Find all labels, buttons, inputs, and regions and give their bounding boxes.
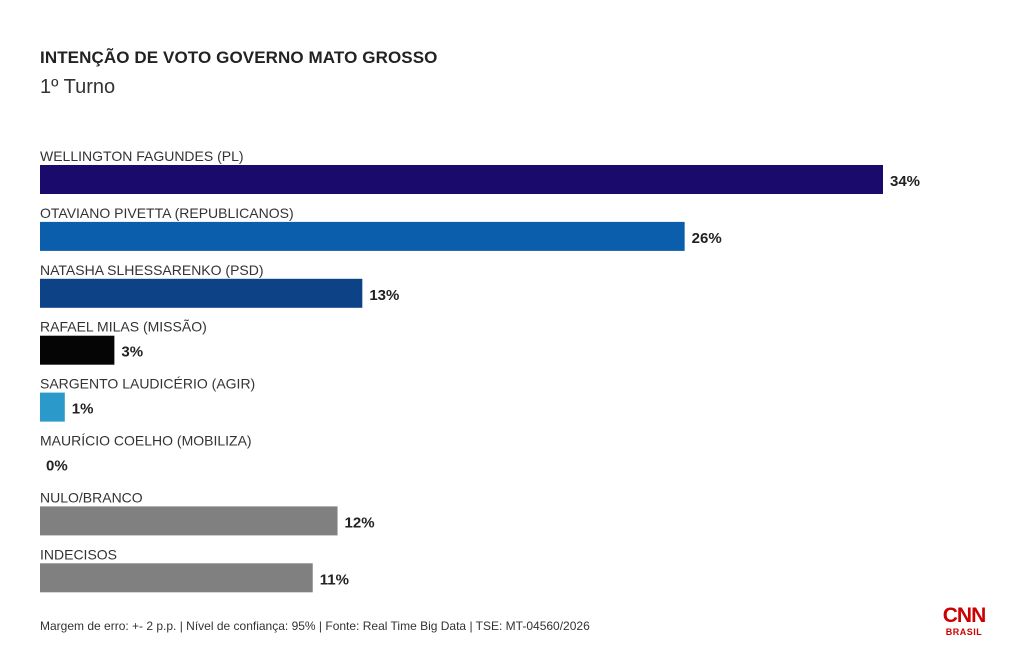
logo-main-text: CNN [942,604,987,627]
value-label: 0% [46,458,68,475]
cnn-brasil-logo: CNN BRASIL [940,605,988,641]
chart-subtitle: 1º Turno [40,76,116,98]
value-label: 13% [369,287,399,304]
bar-chart: WELLINGTON FAGUNDES (PL) 34% OTAVIANO PIVE… [40,148,920,593]
category-label: RAFAEL MILAS (MISSÃO) [40,319,207,335]
bar [40,563,313,593]
bar [40,335,115,365]
category-label: INDECISOS [40,546,117,562]
category-label: NULO/BRANCO [40,489,143,505]
category-label: OTAVIANO PIVETTA (REPUBLICANOS) [40,205,294,221]
bar [40,278,363,308]
footer-note: Margem de erro: +- 2 p.p. | Nível de con… [40,619,590,633]
category-label: SARGENTO LAUDICÉRIO (AGIR) [40,376,255,392]
value-label: 34% [890,173,920,190]
value-label: 12% [345,514,375,531]
bar [40,506,338,536]
logo-sub-text: BRASIL [945,627,983,637]
category-label: NATASHA SLHESSARENKO (PSD) [40,262,264,278]
value-label: 11% [320,571,349,588]
category-label: WELLINGTON FAGUNDES (PL) [40,148,244,164]
bar [40,392,65,422]
value-label: 26% [692,230,722,247]
bar [40,221,685,251]
value-label: 3% [121,344,143,361]
bar [40,165,883,194]
category-label: MAURÍCIO COELHO (MOBILIZA) [40,433,252,449]
chart-title: INTENÇÃO DE VOTO GOVERNO MATO GROSSO [40,48,438,67]
value-label: 1% [72,401,94,418]
